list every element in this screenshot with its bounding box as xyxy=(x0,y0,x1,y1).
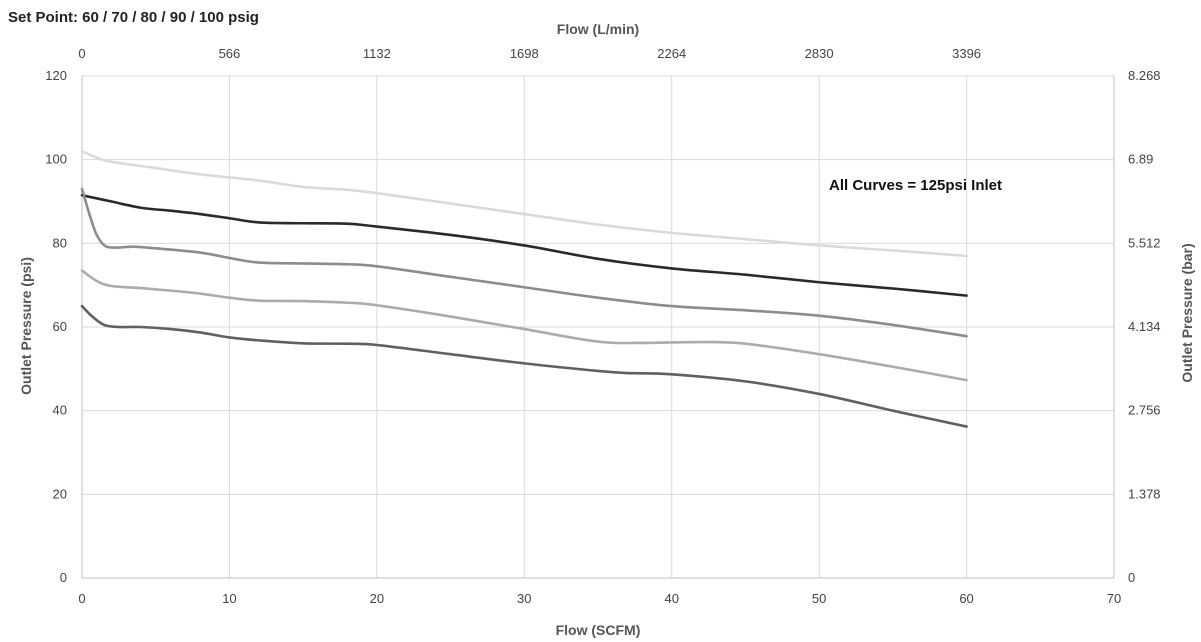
series-line-4 xyxy=(80,269,968,382)
y2-tick-label: 8.268 xyxy=(1128,68,1161,83)
tick-labels: 0 10 20 30 40 50 60 70 0 566 1132 1698 2264 2830 3396 0… xyxy=(45,46,1160,606)
gridlines xyxy=(82,75,1114,578)
y-tick-label: 120 xyxy=(45,68,67,83)
x-tick-label: 20 xyxy=(370,591,384,606)
series-line-5 xyxy=(80,304,968,428)
x2-tick-label: 566 xyxy=(219,46,241,61)
x2-tick-label: 1698 xyxy=(510,46,539,61)
x2-tick-label: 2830 xyxy=(805,46,834,61)
series-lines xyxy=(80,150,968,428)
x-tick-label: 10 xyxy=(222,591,236,606)
y2-tick-label: 4.134 xyxy=(1128,319,1161,334)
chart-title: Set Point: 60 / 70 / 80 / 90 / 100 psig xyxy=(8,9,259,26)
y2-tick-label: 1.378 xyxy=(1128,486,1161,501)
y-tick-label: 40 xyxy=(53,403,67,418)
x-tick-label: 30 xyxy=(517,591,531,606)
y2-tick-label: 6.89 xyxy=(1128,152,1153,167)
x2-tick-label: 1132 xyxy=(363,46,391,61)
y-tick-label: 100 xyxy=(45,152,67,167)
x-tick-label: 0 xyxy=(78,591,85,606)
y-tick-label: 20 xyxy=(53,486,67,501)
inlet-annotation: All Curves = 125psi Inlet xyxy=(829,177,1002,194)
series-line-3 xyxy=(80,187,968,338)
bottom-x-axis-title: Flow (SCFM) xyxy=(556,622,641,638)
top-x-axis-title: Flow (L/min) xyxy=(557,21,639,37)
right-y-axis-title: Outlet Pressure (bar) xyxy=(1179,243,1195,382)
y2-tick-label: 2.756 xyxy=(1128,403,1161,418)
axes xyxy=(81,76,1115,579)
x2-tick-label: 3396 xyxy=(952,46,981,61)
left-y-axis-title: Outlet Pressure (psi) xyxy=(18,257,34,395)
series-line-2 xyxy=(80,193,968,297)
x-tick-label: 40 xyxy=(664,591,678,606)
series-line-1 xyxy=(80,150,968,258)
y-tick-label: 60 xyxy=(53,319,67,334)
x2-tick-label: 0 xyxy=(78,46,85,61)
x-tick-label: 60 xyxy=(959,591,973,606)
x-tick-label: 50 xyxy=(812,591,826,606)
y2-tick-label: 0 xyxy=(1128,570,1135,585)
y2-tick-label: 5.512 xyxy=(1128,235,1161,250)
y-tick-label: 0 xyxy=(60,570,67,585)
y-tick-label: 80 xyxy=(53,235,67,250)
x-tick-label: 70 xyxy=(1107,591,1121,606)
x2-tick-label: 2264 xyxy=(657,46,686,61)
